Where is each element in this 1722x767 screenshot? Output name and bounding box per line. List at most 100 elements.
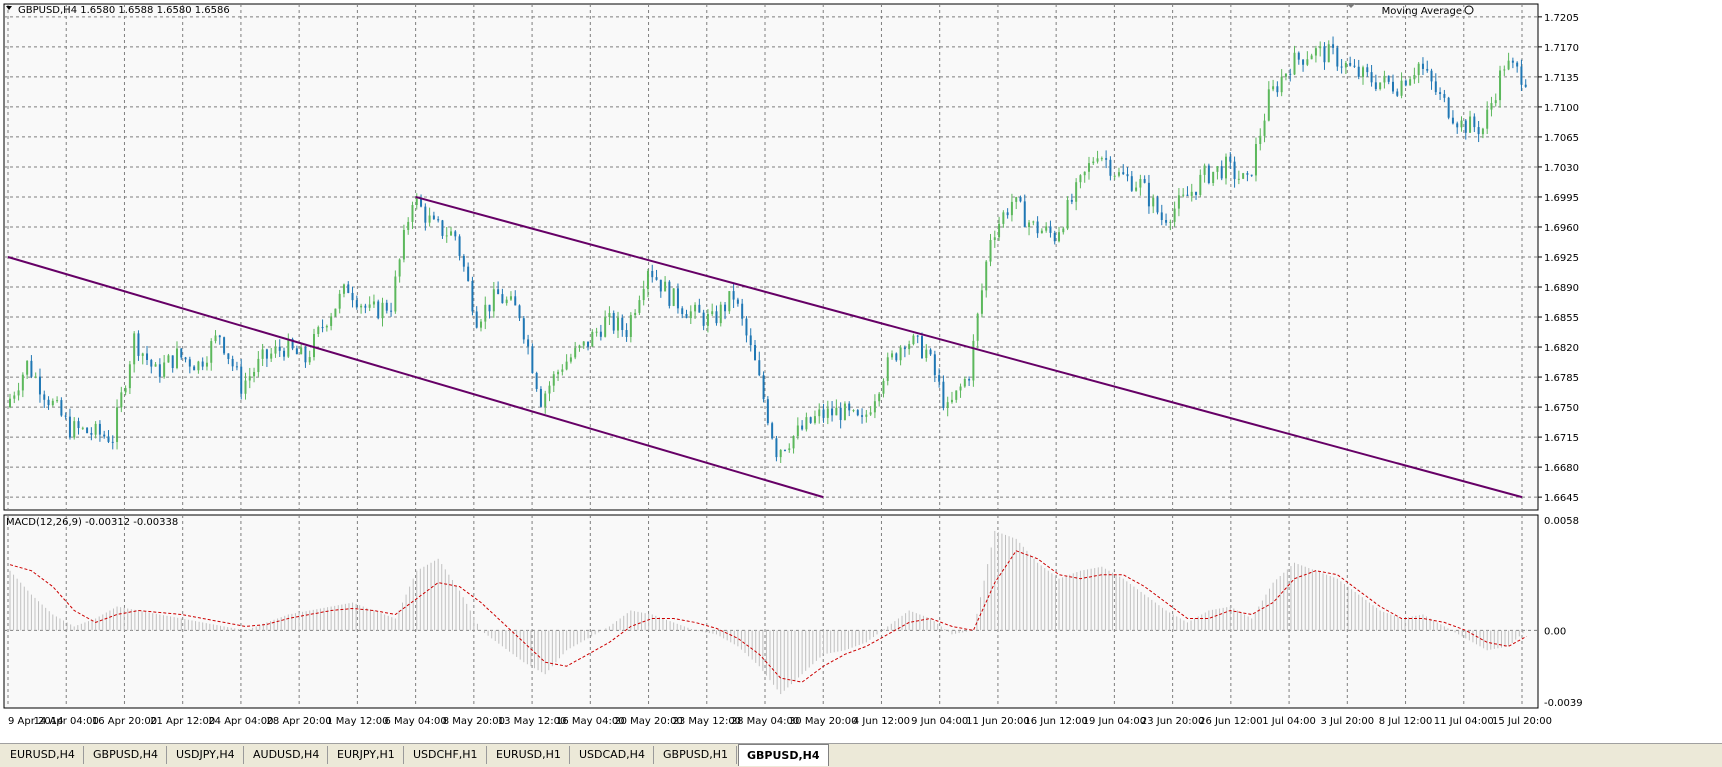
candle-body [304,347,307,363]
candle-body [514,296,517,306]
candle-body [81,427,84,429]
candle-body [1019,197,1022,202]
candle-body [223,337,226,354]
candle-body [766,399,769,424]
price-axis-label: 1.7170 [1544,43,1579,54]
candle-body [13,395,16,399]
candle-body [672,288,675,306]
candle-body [539,388,542,407]
candle-body [1357,66,1360,77]
candle-body [30,360,33,377]
candle-body [235,366,238,368]
candle-body [1447,97,1450,118]
candle-body [1490,103,1493,110]
candle-body [1469,116,1472,133]
candle-body [1464,120,1467,133]
candle-body [1117,172,1120,176]
candle-body [1353,65,1356,67]
time-axis-label: 3 Jul 20:00 [1321,716,1375,727]
candle-body [351,292,354,301]
chart-tab-6[interactable]: USDCHF,H1 [405,746,487,764]
candle-body [1280,76,1283,93]
candle-body [184,357,187,360]
candle-body [283,350,286,357]
candle-body [471,280,474,312]
candle-body [522,318,525,340]
candle-body [813,416,816,423]
candle-body [612,313,615,331]
candle-body [330,316,333,326]
candle-body [1481,128,1484,135]
candle-body [1199,174,1202,195]
chart-tab-9[interactable]: GBPUSD,H1 [655,746,737,764]
chart-tab-8[interactable]: USDCAD,H4 [571,746,654,764]
candle-body [685,314,688,319]
time-axis-label: 26 Jun 12:00 [1199,716,1263,727]
candle-body [287,339,290,357]
price-axis-label: 1.6715 [1544,433,1579,444]
candle-body [1143,179,1146,183]
chart-tab-10[interactable]: GBPUSD,H4 [738,744,829,766]
candle-body [454,231,457,237]
chart-symbol-label: GBPUSD,H4 1.6580 1.6588 1.6580 1.6586 [18,5,230,16]
candle-body [385,302,388,311]
time-axis-label: 28 Apr 20:00 [267,716,332,727]
candle-body [1152,197,1155,207]
candle-body [1507,60,1510,70]
candle-body [501,294,504,304]
candle-body [689,311,692,319]
candle-body [154,364,157,367]
candle-body [1186,194,1189,196]
candle-body [407,221,410,230]
candle-body [873,401,876,413]
candle-body [557,371,560,375]
candle-body [308,357,311,363]
candle-body [818,409,821,417]
chart-tab-4[interactable]: AUDUSD,H4 [245,746,329,764]
candle-body [822,409,825,418]
chart-tab-5[interactable]: EURJPY,H1 [329,746,404,764]
chart-tab-7[interactable]: EURUSD,H1 [488,746,570,764]
candle-body [535,373,538,389]
candle-body [1135,187,1138,191]
candle-body [257,358,260,373]
candle-body [561,369,564,372]
candle-body [754,345,757,361]
candle-body [244,380,247,394]
candle-body [582,341,585,346]
candle-body [21,374,24,391]
price-axis-label: 1.6995 [1544,193,1579,204]
candle-body [458,236,461,256]
candle-body [197,361,200,371]
chart-tab-2[interactable]: GBPUSD,H4 [85,746,167,764]
candle-body [146,353,149,360]
candle-body [398,259,401,277]
time-axis-label: 23 Jun 20:00 [1141,716,1205,727]
candle-body [1070,199,1073,202]
candle-body [270,353,273,359]
candle-body [167,355,170,363]
candle-body [587,341,590,347]
candle-body [492,289,495,312]
candle-body [1400,80,1403,96]
candle-body [1391,81,1394,92]
candle-body [664,281,667,292]
candle-body [1272,86,1275,90]
candle-body [972,340,975,381]
time-axis-label: 9 Apr 2014 [8,716,63,727]
candle-body [736,299,739,304]
candle-body [201,361,204,367]
candle-body [1344,62,1347,68]
candle-body [565,361,568,370]
time-axis-label: 9 Jun 04:00 [911,716,968,727]
chart-tab-3[interactable]: USDJPY,H4 [168,746,244,764]
candle-body [214,335,217,342]
candle-body [1267,89,1270,121]
candle-body [1439,92,1442,95]
candle-body [933,354,936,376]
chart-tab-1[interactable]: EURUSD,H4 [2,746,84,764]
candle-body [1319,46,1322,49]
candle-body [1443,94,1446,98]
